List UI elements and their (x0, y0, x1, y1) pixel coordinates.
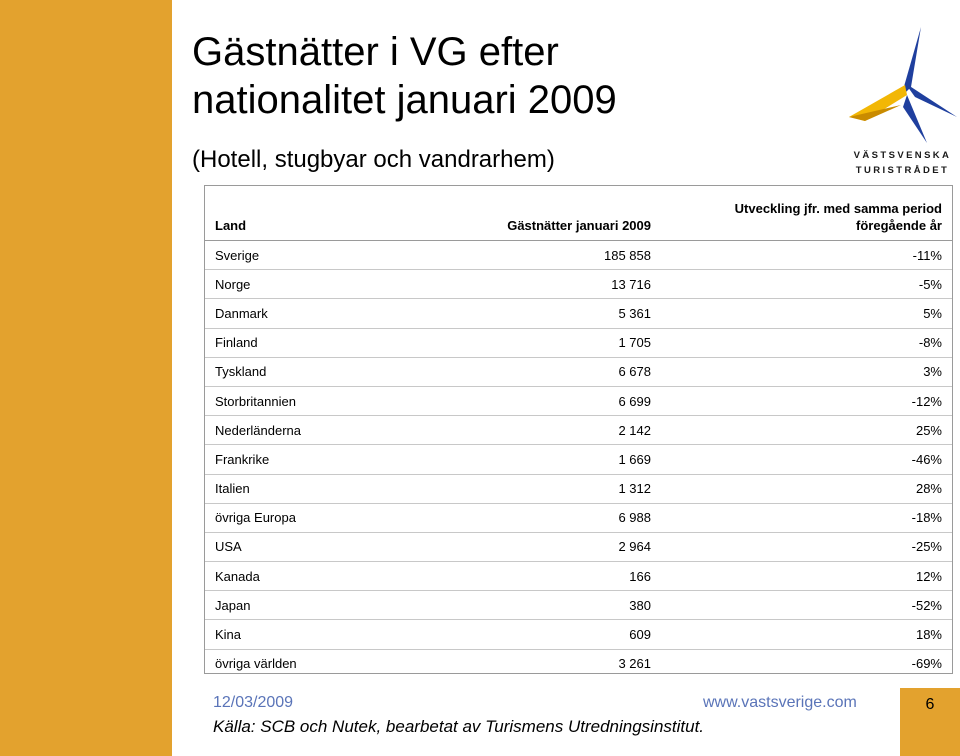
cell-nights: 185 858 (385, 240, 661, 271)
footer-url: www.vastsverige.com (703, 694, 857, 711)
cell-land: Japan (205, 590, 385, 621)
table-row: USA 2 964 -25% (205, 532, 952, 563)
logo-star-icon (849, 27, 957, 143)
table-body: Sverige 185 858 -11% Norge 13 716 -5% Danmark 5… (205, 240, 952, 678)
cell-land: Norge (205, 269, 385, 300)
header-nights: Gästnätter januari 2009 (385, 186, 661, 241)
cell-nights: 1 312 (385, 474, 661, 504)
table-row: Kanada 166 12% (205, 561, 952, 592)
cell-land: Kanada (205, 561, 385, 592)
cell-land: Frankrike (205, 444, 385, 475)
header-change: Utveckling jfr. med samma period föregåe… (661, 186, 952, 241)
cell-land: Danmark (205, 298, 385, 329)
cell-nights: 6 678 (385, 357, 661, 387)
cell-nights: 6 699 (385, 386, 661, 417)
table-row: Sverige 185 858 -11% (205, 240, 952, 271)
cell-land: Sverige (205, 240, 385, 271)
cell-change: 5% (661, 298, 952, 329)
nationality-table-frame: Land Gästnätter januari 2009 Utveckling … (204, 185, 953, 674)
cell-nights: 380 (385, 590, 661, 621)
table-row: Kina 609 18% (205, 619, 952, 650)
table-row: Tyskland 6 678 3% (205, 357, 952, 387)
footer-date: 12/03/2009 (213, 694, 294, 711)
cell-change: 3% (661, 357, 952, 387)
cell-nights: 6 988 (385, 503, 661, 533)
cell-nights: 2 964 (385, 532, 661, 563)
table-row: Finland 1 705 -8% (205, 328, 952, 358)
table-row: Storbritannien 6 699 -12% (205, 386, 952, 417)
title-line-1: Gästnätter i VG efter (192, 30, 559, 74)
cell-change: 12% (661, 561, 952, 592)
side-accent-bar (0, 0, 172, 756)
page-number: 6 (900, 688, 960, 756)
logo-text-line-1: VÄSTSVENSKA (853, 150, 952, 161)
table-row: Norge 13 716 -5% (205, 269, 952, 300)
cell-land: Italien (205, 474, 385, 504)
cell-land: Storbritannien (205, 386, 385, 417)
cell-change: -52% (661, 590, 952, 621)
cell-change: 18% (661, 619, 952, 650)
cell-land: övriga Europa (205, 503, 385, 533)
cell-land: USA (205, 532, 385, 563)
cell-change: 28% (661, 474, 952, 504)
cell-change: -11% (661, 240, 952, 271)
cell-change: 25% (661, 415, 952, 446)
cell-nights: 609 (385, 619, 661, 650)
table-row: övriga Europa 6 988 -18% (205, 503, 952, 533)
header-change-line-2: föregående år (856, 218, 942, 233)
nationality-table: Land Gästnätter januari 2009 Utveckling … (205, 186, 952, 678)
table-row: Italien 1 312 28% (205, 474, 952, 504)
cell-change: -46% (661, 444, 952, 475)
cell-change: -8% (661, 328, 952, 358)
cell-change: -18% (661, 503, 952, 533)
cell-change: -5% (661, 269, 952, 300)
cell-nights: 13 716 (385, 269, 661, 300)
cell-nights: 3 261 (618, 656, 651, 672)
table-row: övriga världen 3 261 -69% (205, 649, 952, 678)
header-land: Land (205, 186, 385, 241)
cell-nights: 1 669 (385, 444, 661, 475)
cell-land: Nederländerna (205, 415, 385, 446)
cell-nights: 1 705 (385, 328, 661, 358)
cell-change: -69% (911, 656, 942, 672)
cell-change: -25% (661, 532, 952, 563)
cell-land: Tyskland (205, 357, 385, 387)
cell-nights: 2 142 (385, 415, 661, 446)
source-note: Källa: SCB och Nutek, bearbetat av Turis… (213, 717, 705, 736)
cell-change: -12% (661, 386, 952, 417)
cell-land: Kina (205, 619, 385, 650)
cell-nights: 5 361 (385, 298, 661, 329)
vastsvenska-turistradet-logo: VÄSTSVENSKA TURISTRÅDET (845, 25, 960, 180)
title-line-2: nationalitet januari 2009 (192, 78, 617, 122)
table-row: Japan 380 -52% (205, 590, 952, 621)
table-row: Frankrike 1 669 -46% (205, 444, 952, 475)
table-header-row: Land Gästnätter januari 2009 Utveckling … (205, 186, 952, 241)
page-title: Gästnätter i VG efter nationalitet janua… (192, 28, 617, 124)
logo-text-line-2: TURISTRÅDET (855, 165, 950, 176)
cell-nights: 166 (385, 561, 661, 592)
table-row: Nederländerna 2 142 25% (205, 415, 952, 446)
cell-land: övriga världen (215, 656, 297, 672)
cell-land: Finland (205, 328, 385, 358)
table-row: Danmark 5 361 5% (205, 298, 952, 329)
header-change-line-1: Utveckling jfr. med samma period (734, 201, 942, 216)
page-subtitle: (Hotell, stugbyar och vandrarhem) (192, 146, 555, 173)
